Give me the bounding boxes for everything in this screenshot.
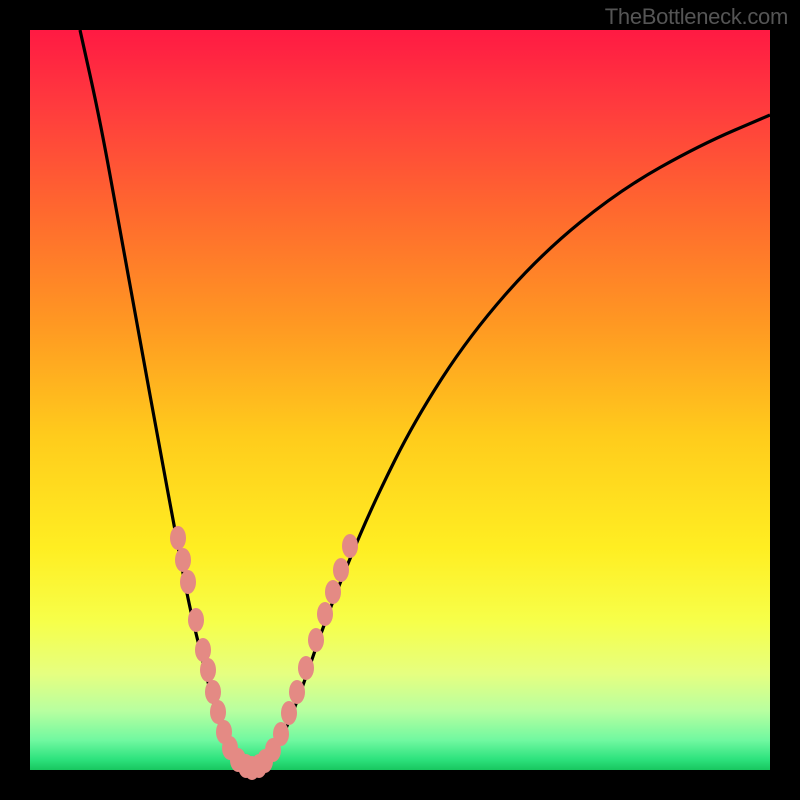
marker-point [342, 534, 358, 558]
marker-point [188, 608, 204, 632]
marker-point [200, 658, 216, 682]
marker-point [289, 680, 305, 704]
plot-background [30, 30, 770, 770]
chart-svg [0, 0, 800, 800]
marker-point [273, 722, 289, 746]
chart-canvas: TheBottleneck.com [0, 0, 800, 800]
marker-point [308, 628, 324, 652]
marker-point [333, 558, 349, 582]
marker-point [175, 548, 191, 572]
marker-point [317, 602, 333, 626]
marker-point [298, 656, 314, 680]
marker-point [325, 580, 341, 604]
marker-point [170, 526, 186, 550]
marker-point [180, 570, 196, 594]
watermark-text: TheBottleneck.com [605, 4, 788, 30]
marker-point [281, 701, 297, 725]
